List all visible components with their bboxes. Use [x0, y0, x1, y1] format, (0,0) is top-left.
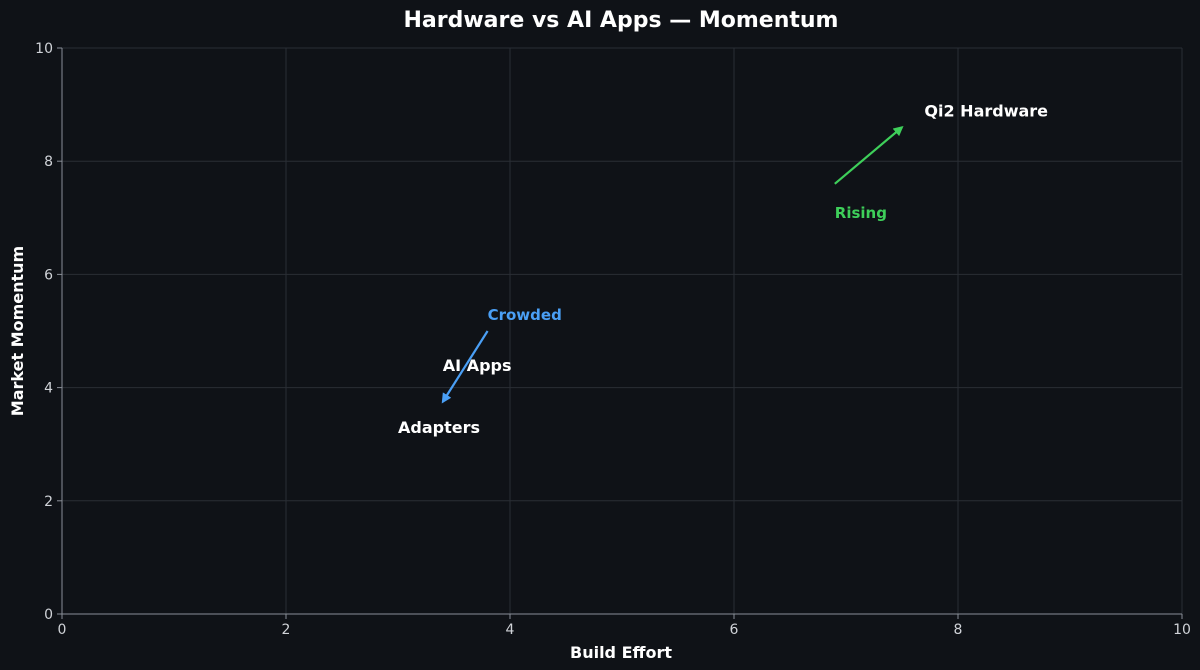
y-tick-label: 4 — [44, 381, 53, 397]
annotations: Rising Crowded — [441, 125, 904, 404]
point-label: AI Apps — [443, 356, 512, 375]
x-tick-label: 8 — [954, 622, 963, 638]
y-tick-label: 10 — [35, 41, 53, 57]
annotation-arrow — [441, 330, 489, 404]
chart-title: Hardware vs AI Apps — Momentum — [404, 8, 839, 33]
x-tick-label: 2 — [282, 622, 291, 638]
point-label: Qi2 Hardware — [924, 101, 1048, 120]
x-tick-label: 6 — [730, 622, 739, 638]
annotation-arrow — [834, 125, 904, 185]
point-labels: Qi2 Hardware AI Apps Adapters — [398, 101, 1048, 437]
y-tick-label: 0 — [44, 607, 53, 623]
axes: 0 2 4 6 8 10 0 2 4 6 8 10 — [35, 41, 1191, 638]
x-tick-label: 4 — [506, 622, 515, 638]
annotation-label: Crowded — [488, 306, 562, 324]
x-tick-label: 10 — [1173, 622, 1191, 638]
y-tick-label: 8 — [44, 154, 53, 170]
grid-lines — [61, 47, 1183, 615]
y-axis-label: Market Momentum — [8, 246, 27, 416]
y-tick-label: 2 — [44, 494, 53, 510]
y-tick-label: 6 — [44, 267, 53, 283]
point-label: Adapters — [398, 418, 480, 437]
annotation-label: Rising — [835, 204, 887, 222]
x-axis-label: Build Effort — [570, 643, 672, 662]
x-tick-label: 0 — [58, 622, 67, 638]
